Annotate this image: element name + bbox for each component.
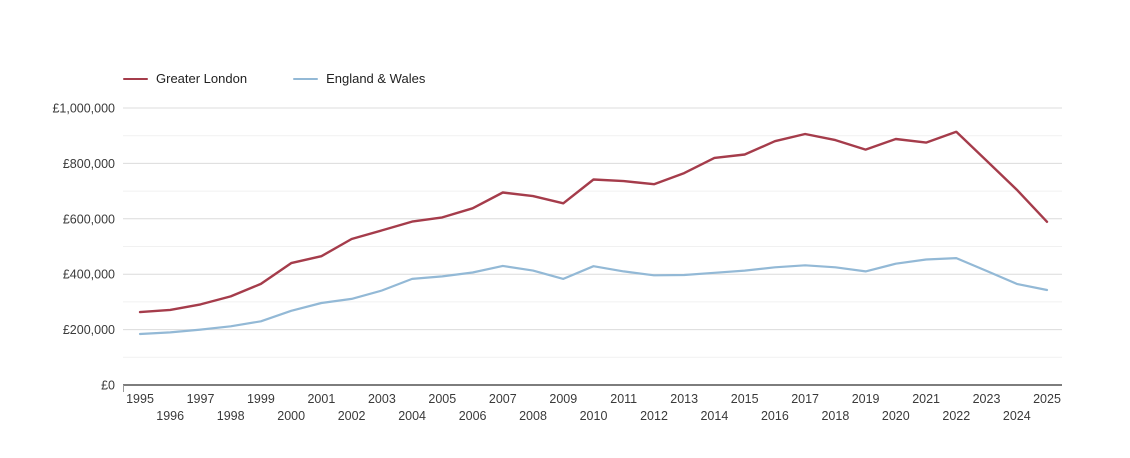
- legend-item-england-wales: England & Wales: [293, 71, 425, 87]
- x-axis-tick-label: 2020: [882, 409, 910, 423]
- y-axis-tick-label: £0: [101, 379, 115, 393]
- y-axis-tick-label: £200,000: [63, 323, 115, 337]
- x-axis-tick-label: 2010: [580, 409, 608, 423]
- x-axis-tick-label: 1998: [217, 409, 245, 423]
- x-axis-tick-label: 2014: [700, 409, 728, 423]
- x-axis-tick-label: 2003: [368, 392, 396, 406]
- legend-label-england-wales: England & Wales: [326, 71, 426, 86]
- x-axis-tick-label: 2021: [912, 392, 940, 406]
- y-axis-tick-label: £400,000: [63, 268, 115, 282]
- x-axis-tick-label: 1999: [247, 392, 275, 406]
- x-axis-tick-label: 2012: [640, 409, 668, 423]
- x-axis-tick-label: 2004: [398, 409, 426, 423]
- x-axis-tick-label: 2023: [973, 392, 1001, 406]
- legend-line-swatch-greater-london: [123, 78, 148, 80]
- x-axis-tick-label: 1997: [187, 392, 215, 406]
- legend: Greater London England & Wales: [123, 71, 425, 87]
- x-axis-tick-label: 2022: [942, 409, 970, 423]
- x-axis-tick-label: 1995: [126, 392, 154, 406]
- x-axis-tick-label: 2016: [761, 409, 789, 423]
- y-axis-tick-label: £1,000,000: [52, 102, 115, 116]
- x-axis-tick-label: 2000: [277, 409, 305, 423]
- y-axis-tick-label: £600,000: [63, 212, 115, 226]
- x-axis-tick-label: 2002: [338, 409, 366, 423]
- x-axis-tick-label: 2007: [489, 392, 517, 406]
- x-axis-tick-label: 2025: [1033, 392, 1061, 406]
- x-axis-tick-label: 2009: [549, 392, 577, 406]
- x-axis-tick-label: 2005: [428, 392, 456, 406]
- x-axis-tick-label: 2013: [670, 392, 698, 406]
- series-line-england-wales: [138, 257, 1049, 336]
- x-axis-tick-label: 2011: [610, 392, 637, 406]
- x-axis-tick-label: 2006: [459, 409, 487, 423]
- legend-label-greater-london: Greater London: [156, 71, 248, 86]
- x-axis-tick-label: 2015: [731, 392, 759, 406]
- series-line-greater-london: [138, 130, 1049, 314]
- x-axis-tick-label: 2008: [519, 409, 547, 423]
- x-axis-tick-label: 2019: [852, 392, 880, 406]
- y-axis-tick-label: £800,000: [63, 157, 115, 171]
- x-axis-tick-label: 2024: [1003, 409, 1031, 423]
- x-axis-tick-label: 2017: [791, 392, 819, 406]
- x-axis-tick-label: 2001: [307, 392, 335, 406]
- legend-line-swatch-england-wales: [293, 78, 319, 80]
- x-axis-tick-label: 2018: [821, 409, 849, 423]
- legend-item-greater-london: Greater London: [123, 71, 247, 87]
- x-axis-tick-label: 1996: [156, 409, 184, 423]
